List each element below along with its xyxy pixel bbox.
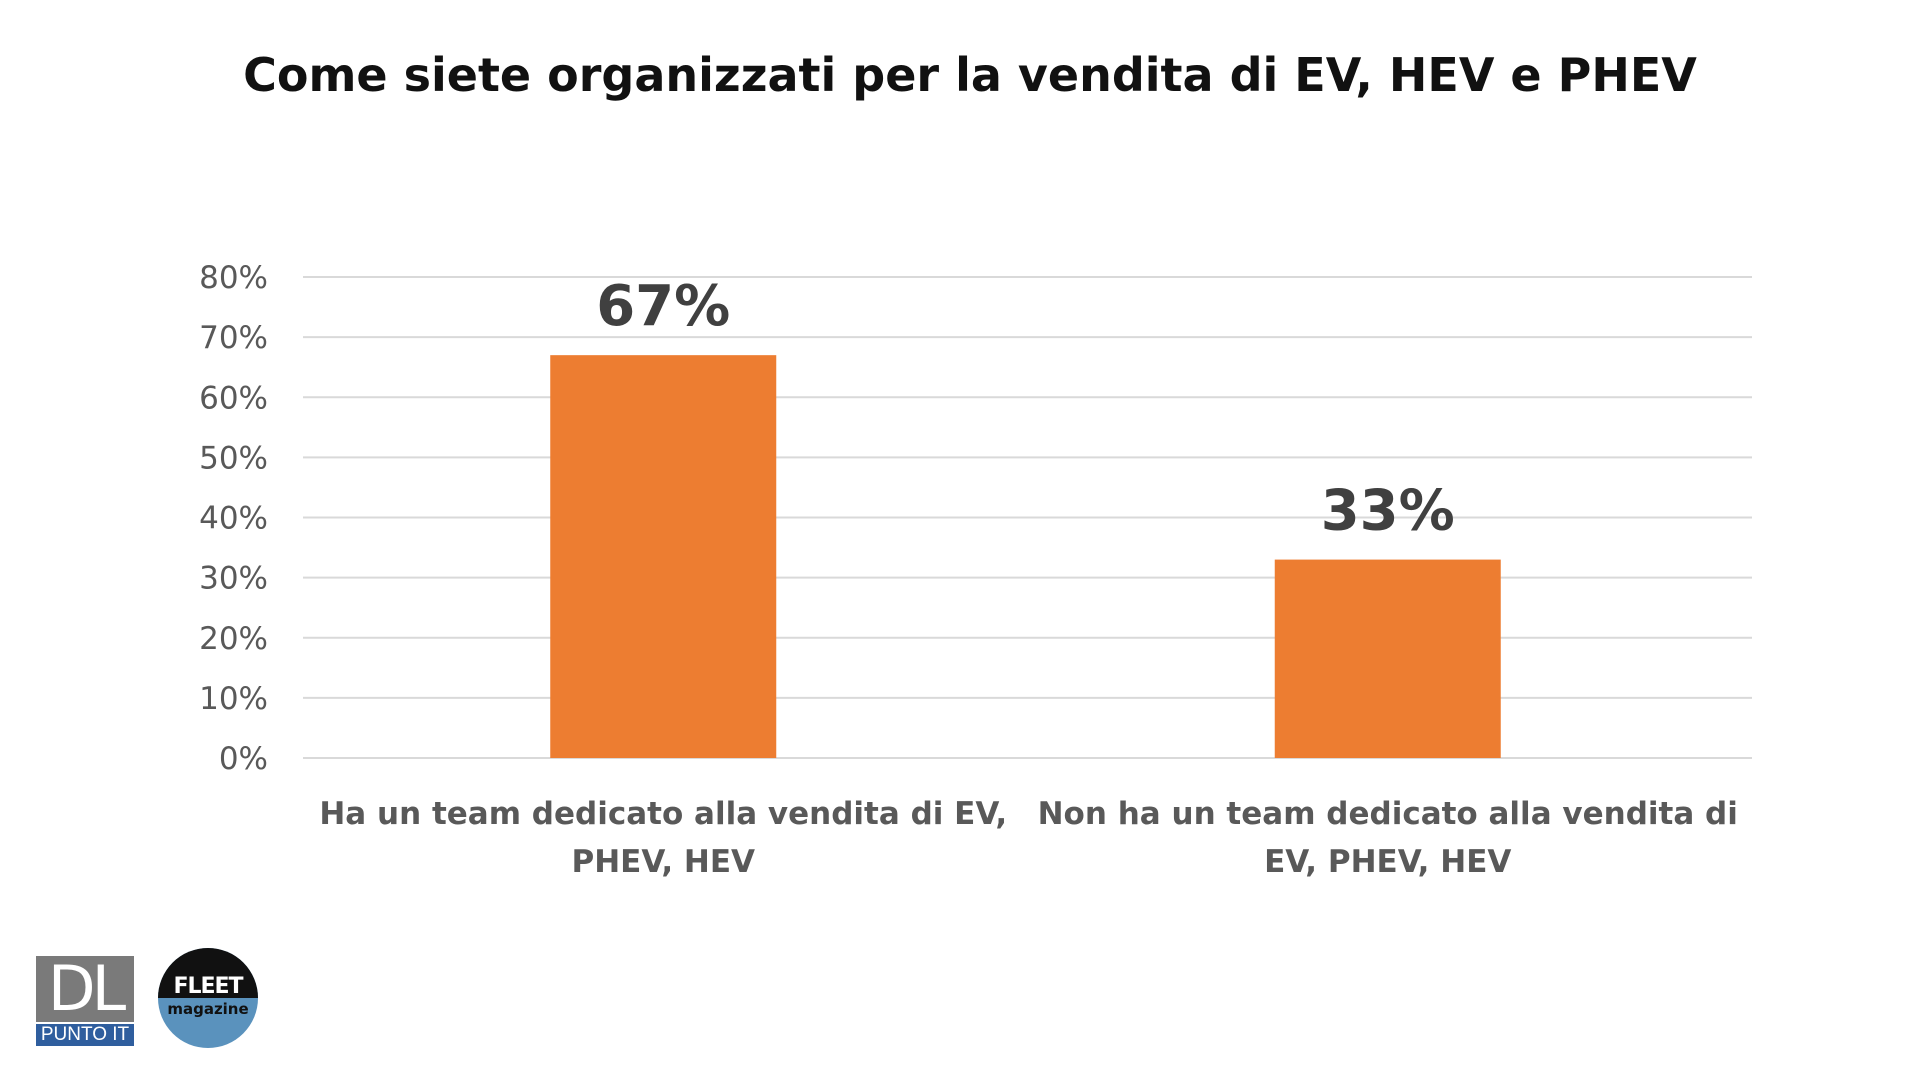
category-label-line: PHEV, HEV [571,844,756,880]
y-tick-label: 70% [199,320,268,356]
gridlines [303,276,1752,759]
data-labels: 67% 33% [596,274,1455,543]
y-tick-label: 20% [199,621,268,657]
dl-logo-text: DL [36,956,134,1022]
category-label-line: EV, PHEV, HEV [1264,844,1512,880]
data-label: 67% [596,274,730,339]
category-label-line: Non ha un team dedicato alla vendita di [1037,796,1738,832]
data-label: 33% [1321,479,1455,544]
y-tick-label: 80% [199,260,268,296]
y-axis-ticks: 0% 10% 20% 30% 40% 50% 60% 70% 80% [199,260,268,777]
fleet-magazine-logo: FLEET magazine [158,948,258,1048]
chart-title: Come siete organizzati per la vendita di… [243,48,1697,102]
y-tick-label: 10% [199,681,268,717]
bar [1274,559,1501,758]
y-tick-label: 50% [199,440,268,476]
dl-logo-subtext: PUNTO IT [36,1024,134,1046]
y-tick-label: 0% [219,741,268,777]
dl-logo: DL PUNTO IT [36,956,134,1046]
y-tick-label: 40% [199,501,268,537]
category-label-line: Ha un team dedicato alla vendita di EV, [319,796,1008,832]
category-label: Ha un team dedicato alla vendita di EV, P… [303,790,1023,886]
y-tick-label: 30% [199,561,268,597]
bars [550,355,1501,758]
category-label: Non ha un team dedicato alla vendita di E… [1028,790,1748,886]
y-tick-label: 60% [199,380,268,416]
fleet-logo-text: FLEET [173,974,243,999]
fleet-logo-subtext: magazine [167,1000,249,1018]
bar [550,355,777,758]
